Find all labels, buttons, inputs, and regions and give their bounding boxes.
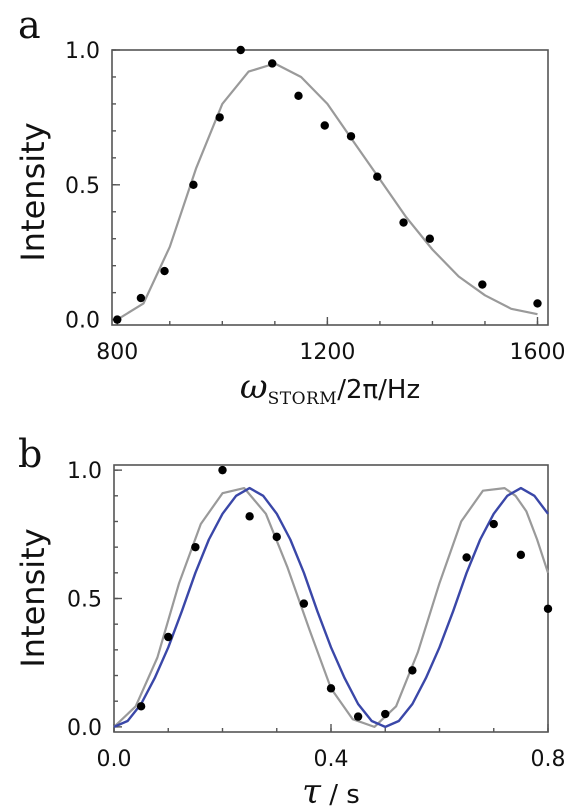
panel-b: b Intensity 0.0 0.4 0.8 0.0 0.5 1.0 τ / s	[14, 432, 566, 812]
x-axis-label-a: ωSTORM/2π/Hz	[240, 367, 420, 409]
data-point	[245, 512, 254, 521]
x-tick-label: 0.0	[97, 747, 132, 772]
x-tick-label: 1200	[299, 340, 355, 365]
data-point	[533, 299, 542, 308]
x-tick-label: 1600	[509, 340, 565, 365]
x-axis-symbol-a: ω	[240, 367, 268, 407]
panel-a: a Intensity 800 1200 1600 0.0 0.5 1.0 ωSTORM/…	[14, 3, 565, 409]
data-point	[191, 542, 200, 552]
points-b	[136, 465, 553, 721]
data-point	[408, 666, 417, 675]
y-tick-label: 0.0	[67, 716, 102, 741]
data-point	[215, 113, 224, 122]
data-point	[381, 709, 390, 719]
data-point	[136, 293, 146, 303]
data-point	[478, 280, 487, 289]
y-tick-label: 0.5	[65, 174, 100, 199]
data-point	[299, 599, 309, 608]
x-axis-label-b: τ / s	[302, 772, 360, 812]
data-point	[272, 532, 281, 542]
x-tick-label: 0.8	[531, 747, 566, 772]
data-point	[294, 91, 303, 101]
ticks-a: 800 1200 1600 0.0 0.5 1.0	[65, 39, 565, 365]
data-point	[543, 604, 553, 613]
data-point	[425, 234, 435, 243]
x-axis-unit-a: /2π/Hz	[337, 375, 420, 405]
y-axis-label-b: Intensity	[14, 528, 52, 667]
y-tick-label: 0.5	[67, 588, 102, 613]
data-point	[160, 266, 169, 276]
x-axis-symbol-b: τ	[302, 772, 322, 812]
data-point	[136, 702, 146, 711]
plot-frame-a	[111, 49, 549, 326]
ticks-b: 0.0 0.4 0.8 0.0 0.5 1.0	[67, 459, 566, 772]
gray-curve	[116, 62, 538, 321]
data-point	[462, 553, 471, 562]
data-point	[373, 172, 382, 181]
data-point	[236, 45, 245, 55]
panel-letter-a: a	[18, 3, 41, 47]
y-tick-label: 1.0	[65, 39, 100, 64]
x-axis-subscript-a: STORM	[268, 389, 338, 409]
data-point	[113, 315, 122, 324]
data-point	[189, 180, 198, 190]
data-point	[164, 632, 173, 642]
data-point	[320, 121, 329, 130]
blue-curve	[113, 486, 549, 729]
data-point	[346, 132, 356, 141]
data-point	[489, 519, 498, 529]
y-tick-label: 0.0	[65, 309, 100, 334]
curves-a	[116, 62, 538, 321]
data-point	[326, 684, 336, 693]
x-tick-label: 800	[96, 340, 138, 365]
panel-letter-b: b	[18, 432, 42, 476]
points-a	[113, 45, 542, 324]
x-tick-label: 0.4	[314, 747, 349, 772]
data-point	[399, 218, 408, 227]
x-axis-unit-b: / s	[321, 780, 360, 810]
data-point	[353, 712, 363, 721]
data-point	[516, 550, 526, 560]
y-tick-label: 1.0	[67, 459, 102, 484]
data-point	[218, 465, 227, 475]
data-point	[268, 59, 277, 68]
y-axis-label-a: Intensity	[14, 122, 52, 261]
